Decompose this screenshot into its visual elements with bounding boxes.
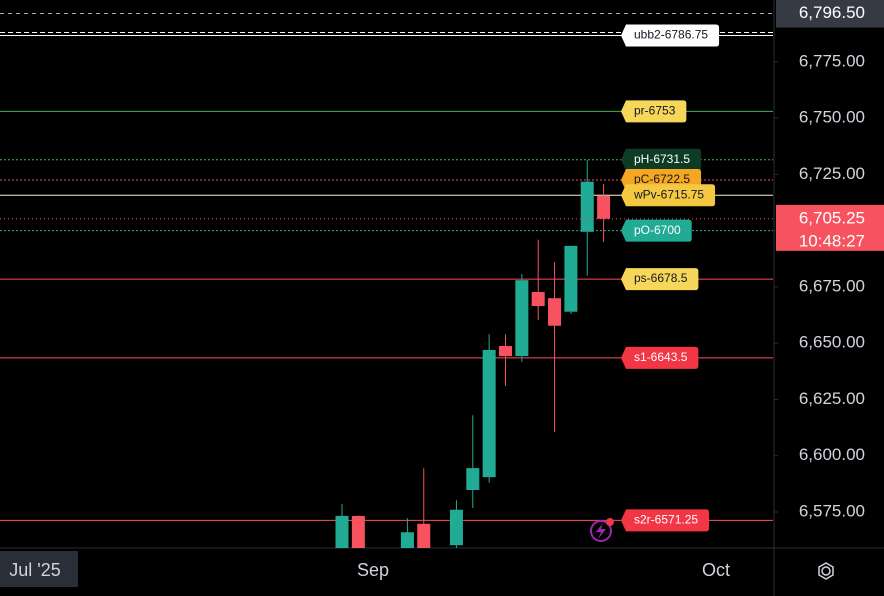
level-tag-shape <box>621 148 702 171</box>
level-tag: ps-6678.5 <box>621 268 699 291</box>
candle-body <box>597 195 611 219</box>
y-tick-label: 6,600.00 <box>799 445 865 464</box>
candle-body <box>482 349 496 478</box>
price-box <box>776 0 884 28</box>
level-tag: pH-6731.5 <box>621 148 702 171</box>
level-tag-shape <box>621 184 716 207</box>
top-price-label: 6,796.50 <box>799 3 865 22</box>
candle-body <box>499 346 512 357</box>
level-tag-label: ubb2-6786.75 <box>634 28 708 42</box>
y-tick-label: 6,575.00 <box>799 501 865 520</box>
level-tag: wPv-6715.75 <box>621 184 716 207</box>
x-tick-label: Jul '25 <box>9 560 60 580</box>
level-tag-shape <box>621 346 699 369</box>
candle-body <box>466 468 480 491</box>
x-tick-label: Oct <box>702 560 730 580</box>
y-tick-label: 6,750.00 <box>799 108 865 127</box>
candle-body <box>564 245 578 312</box>
level-tag-shape <box>621 24 720 47</box>
level-tag-label: pC-6722.5 <box>634 172 690 186</box>
y-tick-label: 6,725.00 <box>799 164 865 183</box>
y-tick-label: 6,675.00 <box>799 276 865 295</box>
y-tick-label: 6,775.00 <box>799 51 865 70</box>
level-tag-shape <box>621 219 692 242</box>
level-tag: pO-6700 <box>621 219 692 242</box>
candle-body <box>449 509 463 546</box>
level-tag-shape <box>621 100 687 123</box>
level-tag-shape <box>621 509 710 532</box>
last-price-label: 6,705.25 <box>799 208 865 227</box>
candle-body <box>515 280 529 357</box>
level-tag: s2r-6571.25 <box>621 509 710 532</box>
level-tag: pr-6753 <box>621 100 687 123</box>
level-tag-label: ps-6678.5 <box>634 271 688 285</box>
settings-icon[interactable] <box>818 562 834 580</box>
candle-body <box>400 532 414 548</box>
candle-body <box>531 292 545 307</box>
level-tag-label: s1-6643.5 <box>634 350 688 364</box>
x-tick-label: Sep <box>357 560 389 580</box>
plot-area <box>0 13 773 548</box>
level-tag-label: pH-6731.5 <box>634 152 690 166</box>
level-tag-shape <box>621 268 699 291</box>
candle-body <box>417 523 431 548</box>
level-tag: ubb2-6786.75 <box>621 24 720 47</box>
candle-body <box>548 298 562 326</box>
level-tag-label: wPv-6715.75 <box>633 187 704 201</box>
lightning-icon <box>590 518 614 542</box>
y-tick-label: 6,650.00 <box>799 333 865 352</box>
countdown-label: 10:48:27 <box>799 231 865 250</box>
level-tag-label: pr-6753 <box>634 104 676 118</box>
y-tick-label: 6,625.00 <box>799 389 865 408</box>
level-tag-label: pO-6700 <box>634 223 681 237</box>
candle-body <box>580 181 594 232</box>
x-label-box <box>0 551 78 587</box>
candle-body <box>335 515 349 548</box>
candle-body <box>351 515 365 548</box>
level-tag-label: s2r-6571.25 <box>634 513 698 527</box>
level-tag: s1-6643.5 <box>621 346 699 369</box>
price-box <box>776 204 884 251</box>
